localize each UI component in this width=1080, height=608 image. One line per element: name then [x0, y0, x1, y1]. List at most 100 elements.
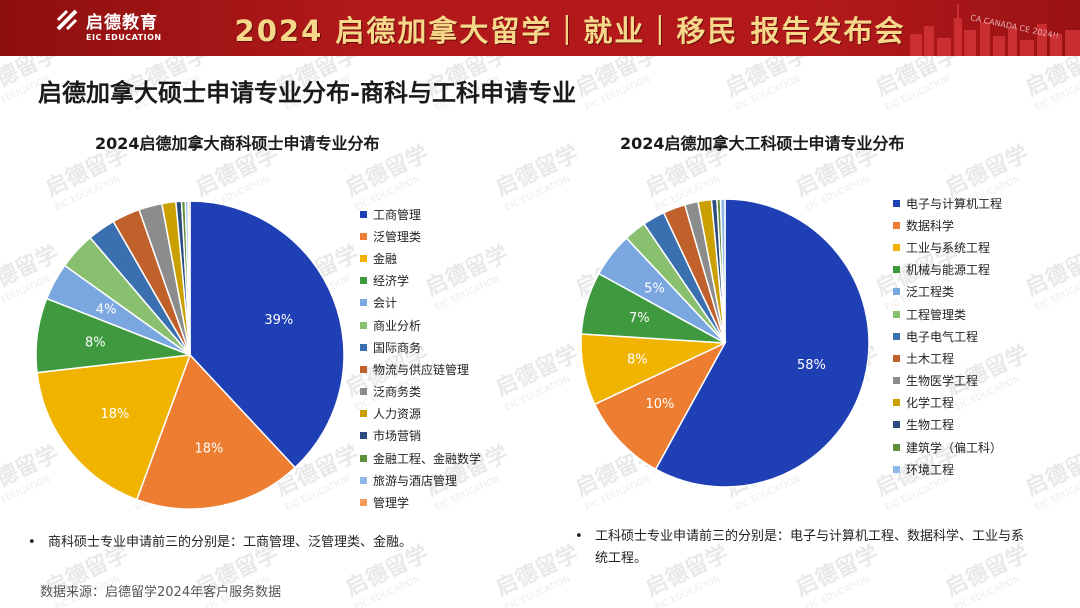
pie-chart-engineering: 58% 10% 8% 7% 5% [580, 198, 870, 488]
pie-chart-business: 39% 18% 18% 8% 4% [35, 200, 345, 510]
legend-label: 泛商务类 [373, 385, 422, 400]
business-slice-0 [189, 200, 345, 469]
legend-swatch [893, 243, 900, 251]
city-skyline-icon: CA CANADA CE 2024!! [910, 4, 1080, 56]
legend-label: 工程管理类 [906, 307, 967, 322]
engineering-legend-item-12: 环境工程 [893, 458, 1002, 480]
legend-label: 人力资源 [373, 407, 422, 422]
legend-swatch [893, 221, 900, 229]
engineering-legend-item-2: 工业与系统工程 [893, 236, 1002, 258]
legend-swatch [893, 266, 900, 274]
legend-swatch [360, 410, 367, 418]
business-data-label-1: 18% [194, 442, 223, 457]
legend-swatch [360, 499, 367, 507]
legend-label: 生物医学工程 [906, 374, 979, 389]
legend-label: 经济学 [373, 274, 410, 289]
bullet: • [28, 535, 36, 550]
legend-label: 商业分析 [373, 318, 422, 333]
legend-label: 会计 [373, 296, 398, 311]
legend-label: 物流与供应链管理 [373, 362, 470, 377]
business-legend-item-11: 金融工程、金融数学 [360, 447, 481, 469]
engineering-legend-item-0: 电子与计算机工程 [893, 192, 1002, 214]
legend-swatch [893, 332, 900, 340]
legend-label: 旅游与酒店管理 [373, 473, 458, 488]
data-source: 数据来源：启德留学2024年客户服务数据 [40, 585, 282, 600]
legend-label: 工商管理 [373, 207, 422, 222]
legend-swatch [360, 299, 367, 307]
business-slice-13 [187, 200, 191, 356]
legend-label: 金融工程、金融数学 [373, 451, 482, 466]
legend-swatch [893, 421, 900, 429]
legend-swatch [360, 365, 367, 373]
legend-swatch [360, 321, 367, 329]
legend-label: 电子电气工程 [906, 329, 979, 344]
business-data-label-0: 39% [264, 313, 293, 328]
legend-swatch [360, 232, 367, 240]
legend-swatch [360, 254, 367, 262]
legend-swatch [893, 310, 900, 318]
legend-label: 泛管理类 [373, 229, 422, 244]
legend-swatch [360, 210, 367, 218]
chart-title-engineering: 2024启德加拿大工科硕士申请专业分布 [620, 134, 905, 153]
business-legend-item-8: 泛商务类 [360, 381, 481, 403]
header-banner: 启德教育 EIC EDUCATION 2024 启德加拿大留学｜就业｜移民 报告… [0, 0, 1080, 56]
legend-swatch [360, 454, 367, 462]
business-data-label-3: 8% [85, 336, 106, 351]
legend-label: 建筑学（偏工科） [906, 440, 1003, 455]
engineering-slice-0 [654, 198, 870, 488]
bullet: • [575, 529, 583, 544]
legend-swatch [360, 388, 367, 396]
legend-label: 管理学 [373, 496, 410, 511]
engineering-legend-item-5: 工程管理类 [893, 303, 1002, 325]
legend-swatch [893, 377, 900, 385]
business-legend-item-2: 金融 [360, 247, 481, 269]
legend-label: 金融 [373, 251, 398, 266]
business-legend-item-10: 市场营销 [360, 425, 481, 447]
legend-swatch [893, 465, 900, 473]
legend-engineering: 电子与计算机工程 数据科学 工业与系统工程 机械与能源工程 泛工程类 工程管理类 电子电气工… [893, 192, 1002, 480]
legend-swatch [360, 277, 367, 285]
business-data-label-4: 4% [96, 302, 117, 317]
engineering-data-label-3: 7% [629, 311, 650, 326]
business-legend-item-7: 物流与供应链管理 [360, 358, 481, 380]
engineering-legend-item-4: 泛工程类 [893, 281, 1002, 303]
note-business-text: 商科硕士专业申请前三的分别是：工商管理、泛管理类、金融。 [48, 535, 413, 550]
business-legend-item-3: 经济学 [360, 270, 481, 292]
business-legend-item-4: 会计 [360, 292, 481, 314]
business-legend-item-9: 人力资源 [360, 403, 481, 425]
brand-name-en: EIC EDUCATION [86, 33, 162, 42]
business-data-label-2: 18% [101, 407, 130, 422]
engineering-legend-item-7: 土木工程 [893, 347, 1002, 369]
legend-label: 国际商务 [373, 340, 422, 355]
engineering-legend-item-3: 机械与能源工程 [893, 259, 1002, 281]
legend-swatch [893, 199, 900, 207]
engineering-data-label-4: 5% [644, 281, 665, 296]
legend-label: 生物工程 [906, 418, 955, 433]
legend-label: 机械与能源工程 [906, 263, 991, 278]
engineering-data-label-0: 58% [797, 358, 826, 373]
engineering-legend-item-6: 电子电气工程 [893, 325, 1002, 347]
engineering-legend-item-9: 化学工程 [893, 392, 1002, 414]
legend-business: 工商管理泛管理类金融经济学会计商业分析国际商务物流与供应链管理 泛商务类人力资源市… [360, 203, 481, 514]
business-legend-item-6: 国际商务 [360, 336, 481, 358]
business-legend-item-5: 商业分析 [360, 314, 481, 336]
business-legend-item-13: 管理学 [360, 491, 481, 513]
brand-name: 启德教育 [86, 13, 158, 33]
legend-label: 泛工程类 [906, 285, 955, 300]
engineering-legend-item-8: 生物医学工程 [893, 370, 1002, 392]
legend-label: 工业与系统工程 [906, 240, 991, 255]
chart-title-business: 2024启德加拿大商科硕士申请专业分布 [95, 134, 380, 153]
legend-swatch [893, 443, 900, 451]
legend-label: 市场营销 [373, 429, 422, 444]
business-slice-2 [36, 354, 192, 501]
engineering-legend-item-10: 生物工程 [893, 414, 1002, 436]
engineering-data-label-1: 10% [645, 397, 674, 412]
legend-label: 土木工程 [906, 351, 955, 366]
legend-swatch [893, 354, 900, 362]
engineering-slice-1 [593, 341, 727, 471]
eic-logo-icon [56, 9, 78, 31]
legend-label: 环境工程 [906, 462, 955, 477]
business-legend-item-12: 旅游与酒店管理 [360, 469, 481, 491]
legend-swatch [893, 399, 900, 407]
legend-label: 电子与计算机工程 [906, 196, 1003, 211]
